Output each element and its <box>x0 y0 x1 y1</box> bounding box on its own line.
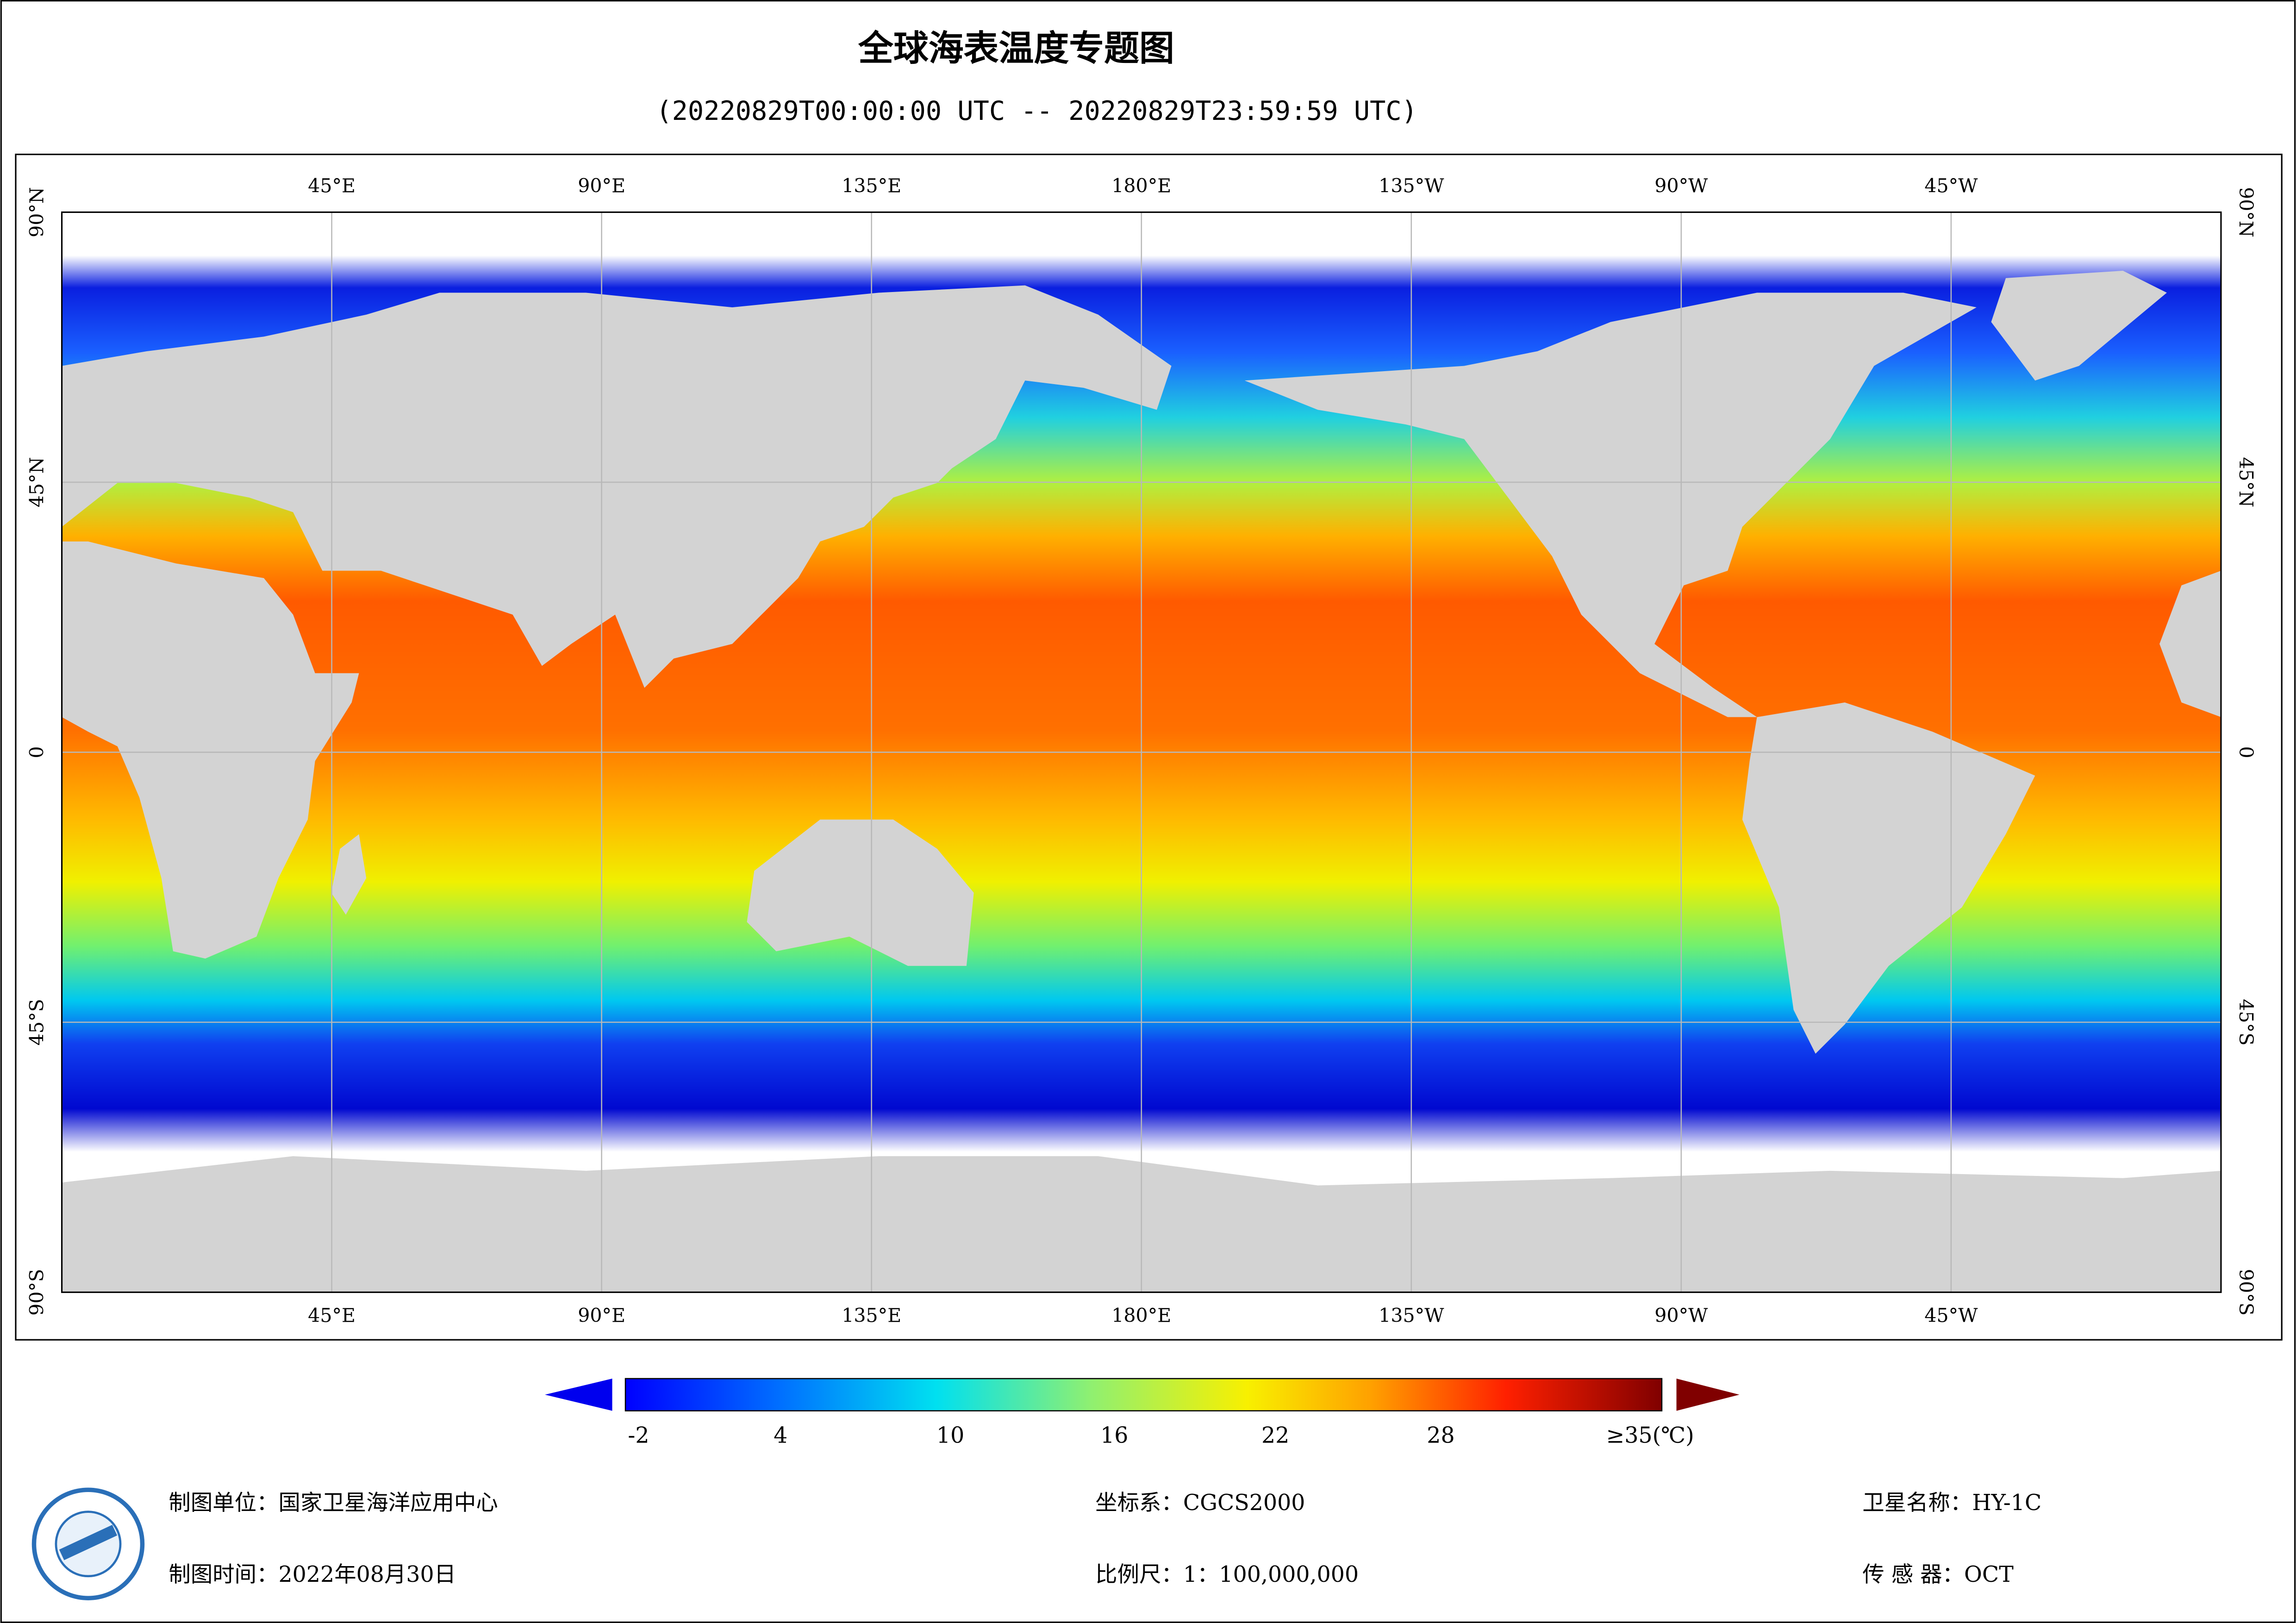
lon-label-bottom: 45°W <box>1924 1305 1978 1327</box>
colorbar-label: 22 <box>1261 1423 1289 1448</box>
map-frame <box>15 154 2283 1341</box>
lon-label-bottom: 90°W <box>1654 1305 1708 1327</box>
colorbar-label: -2 <box>628 1423 649 1448</box>
colorbar-label: 28 <box>1427 1423 1454 1448</box>
lat-label-left: 90°S <box>25 1269 48 1316</box>
colorbar-label: 10 <box>936 1423 964 1448</box>
africa <box>62 541 359 959</box>
subtitle: (20220829T00:00:00 UTC -- 20220829T23:59… <box>656 96 1417 126</box>
eurasia <box>62 285 1172 688</box>
lon-label-top: 45°W <box>1924 174 1978 197</box>
lon-label-top: 90°E <box>578 174 625 197</box>
lon-label-top: 135°E <box>842 174 901 197</box>
lon-label-top: 135°W <box>1379 174 1444 197</box>
map-border <box>61 211 2222 1293</box>
north-america <box>1244 292 1977 717</box>
colorbar-label: 16 <box>1100 1423 1128 1448</box>
lon-label-bottom: 180°E <box>1111 1305 1171 1327</box>
lat-label-left: 90°N <box>25 187 48 237</box>
lat-label-left: 45°N <box>25 457 48 508</box>
lat-label-right: 90°N <box>2235 187 2257 237</box>
title: 全球海表温度专题图 <box>858 28 1174 69</box>
logo-satellite <box>59 1524 118 1561</box>
lat-label-right: 45°S <box>2235 999 2257 1045</box>
footer-satellite: 卫星名称：HY-1C <box>1862 1490 2041 1516</box>
map <box>61 211 2222 1293</box>
lat-label-right: 90°S <box>2235 1269 2257 1316</box>
lon-label-bottom: 135°E <box>842 1305 901 1327</box>
lon-label-bottom: 90°E <box>578 1305 625 1327</box>
footer-time: 制图时间：2022年08月30日 <box>168 1562 456 1587</box>
lat-label-right: 0 <box>2235 746 2257 758</box>
lon-label-bottom: 45°E <box>308 1305 356 1327</box>
footer-unit: 制图单位：国家卫星海洋应用中心 <box>168 1490 498 1516</box>
lat-label-left: 45°S <box>25 999 48 1045</box>
colorbar-label: ≥35(℃) <box>1606 1423 1694 1448</box>
lat-label-right: 45°N <box>2235 457 2257 508</box>
footer-crs: 坐标系：CGCS2000 <box>1095 1490 1305 1516</box>
footer-scale: 比例尺：1：100,000,000 <box>1095 1562 1359 1587</box>
lon-label-bottom: 135°W <box>1379 1305 1444 1327</box>
lon-label-top: 180°E <box>1111 174 1171 197</box>
footer-sensor: 传 感 器：OCT <box>1862 1562 2014 1587</box>
colorbar-under-arrow <box>545 1378 612 1411</box>
south-america <box>1742 702 2035 1054</box>
madagascar <box>331 834 367 915</box>
colorbar-over-arrow <box>1676 1378 1740 1411</box>
colorbar-label: 4 <box>774 1423 787 1448</box>
greenland <box>1991 271 2167 381</box>
australia <box>747 819 974 966</box>
west-africa <box>2159 571 2221 717</box>
lon-label-top: 90°W <box>1654 174 1708 197</box>
colorbar <box>624 1378 1663 1412</box>
lat-label-left: 0 <box>25 746 48 758</box>
lon-label-top: 45°E <box>308 174 356 197</box>
